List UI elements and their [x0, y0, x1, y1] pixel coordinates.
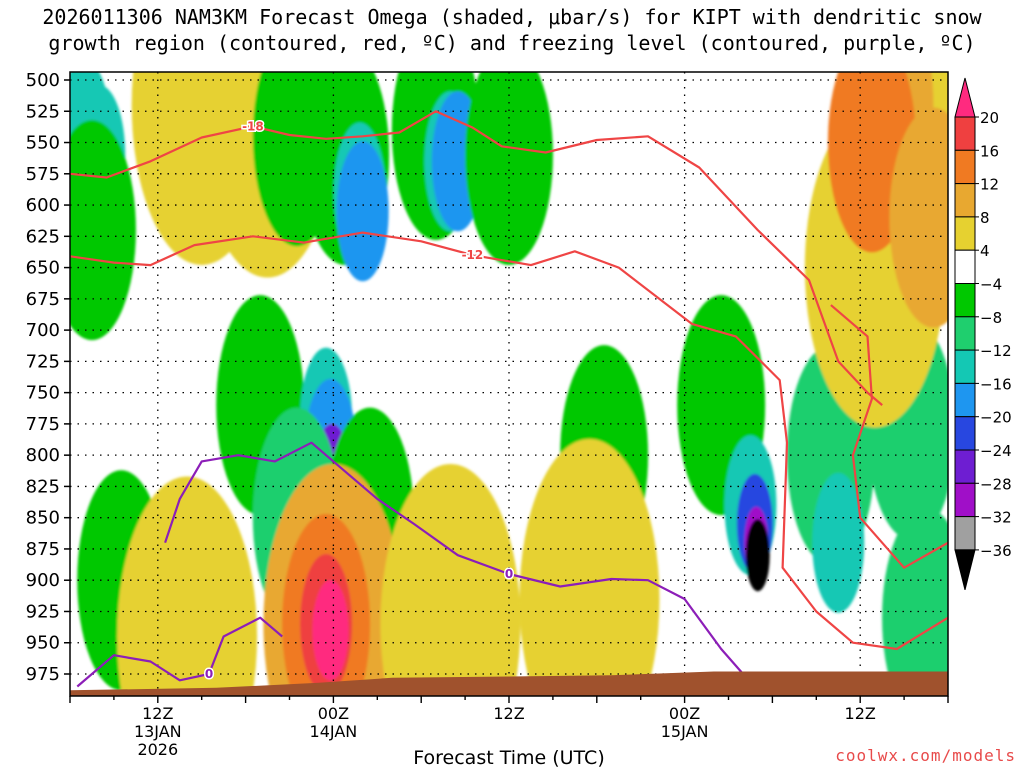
colorbar-label: 8	[980, 209, 990, 227]
omega-cell-26	[812, 472, 865, 613]
colorbar-label: −28	[980, 475, 1012, 493]
colorbar-label: −16	[980, 375, 1012, 393]
omega-cell-33	[889, 107, 948, 328]
colorbar-label: −20	[980, 409, 1012, 427]
x-tick-date: 15JAN	[661, 722, 709, 741]
contour-line-3	[164, 441, 744, 675]
y-tick-label: 500	[26, 70, 60, 91]
contour-line-0	[70, 110, 883, 406]
colorbar-label: −4	[980, 276, 1002, 294]
colorbar-segment	[954, 416, 976, 451]
colorbar-segment	[954, 149, 976, 185]
credit-watermark: coolwx.com/models	[835, 746, 1016, 765]
y-tick-label: 600	[26, 195, 60, 216]
x-tick-label: 12Z	[142, 704, 173, 723]
y-tick-label: 975	[26, 664, 60, 685]
colorbar-label: 4	[980, 242, 990, 260]
colorbar-label: 16	[980, 142, 999, 160]
y-axis-pressure: 500 525 550 575 600 625 650 675 700 725 750 775 800 8…	[26, 70, 70, 685]
omega-cell-39	[312, 580, 349, 681]
contour-label: 0	[505, 567, 513, 581]
colorbar-segment	[954, 449, 976, 484]
y-tick-label: 700	[26, 320, 60, 341]
colorbar-label: −12	[980, 342, 1012, 360]
contour-lines: -18 -12 0 0	[70, 110, 948, 688]
colorbar-label: 12	[980, 176, 999, 194]
x-tick-date: 14JAN	[310, 722, 358, 741]
chart-title-line-2: growth region (contoured, red, ºC) and f…	[48, 31, 976, 55]
y-tick-label: 575	[26, 164, 60, 185]
contour-label: 0	[205, 667, 213, 681]
y-tick-label: 525	[26, 101, 60, 122]
terrain-ground	[70, 671, 948, 696]
terrain-fill	[70, 671, 948, 696]
colorbar-label: −24	[980, 442, 1012, 460]
x-tick-label: 12Z	[493, 704, 524, 723]
y-tick-label: 950	[26, 633, 60, 654]
x-tick-date: 13JAN	[134, 722, 182, 741]
x-tick-label: 12Z	[845, 704, 876, 723]
colorbar-segment	[954, 349, 976, 384]
colorbar-label: 20	[980, 109, 999, 127]
colorbar-segment	[954, 316, 976, 351]
omega-cell-24	[745, 519, 770, 592]
y-tick-label: 800	[26, 445, 60, 466]
y-tick-label: 550	[26, 133, 60, 154]
y-tick-label: 825	[26, 476, 60, 497]
contour-label: -12	[462, 248, 484, 262]
colorbar-bottom-arrow	[954, 549, 976, 591]
y-tick-label: 925	[26, 601, 60, 622]
y-tick-label: 625	[26, 226, 60, 247]
contour-line-2	[830, 304, 948, 569]
omega-cell-41	[519, 439, 660, 696]
contour-line-4	[76, 616, 283, 688]
chart-title-line-1: 2026011306 NAM3KM Forecast Omega (shaded…	[42, 5, 982, 29]
omega-cell-40	[380, 464, 521, 696]
y-tick-label: 725	[26, 351, 60, 372]
colorbar-segment	[954, 116, 976, 151]
colorbar-top-arrow	[954, 77, 976, 118]
colorbar: 20 16 12 8 4 −4 −8 −12 −16 −20 −24 −28 −32 −36	[954, 77, 1012, 591]
y-tick-label: 650	[26, 258, 60, 279]
colorbar-label: −36	[980, 542, 1012, 560]
colorbar-segment	[954, 216, 976, 251]
omega-cell-12	[465, 72, 553, 265]
colorbar-label: −8	[980, 309, 1002, 327]
y-tick-label: 875	[26, 539, 60, 560]
contour-label: -18	[242, 119, 264, 133]
colorbar-segment	[954, 283, 976, 318]
x-tick-year: 2026	[137, 740, 178, 759]
colorbar-segment	[954, 482, 976, 518]
y-tick-label: 750	[26, 383, 60, 404]
colorbar-label: −32	[980, 509, 1012, 527]
colorbar-segment	[954, 516, 976, 551]
contour-line-1	[70, 231, 948, 651]
omega-cell-2	[70, 120, 136, 341]
omega-cell-8	[336, 141, 389, 282]
y-tick-label: 775	[26, 414, 60, 435]
y-tick-label: 900	[26, 570, 60, 591]
y-tick-label: 675	[26, 289, 60, 310]
colorbar-segment	[954, 249, 976, 284]
x-tick-label: 00Z	[318, 704, 349, 723]
colorbar-segment	[954, 183, 976, 218]
x-axis-label: Forecast Time (UTC)	[413, 747, 604, 768]
colorbar-segment	[954, 382, 976, 418]
omega-shading	[70, 72, 948, 696]
x-tick-label: 00Z	[669, 704, 700, 723]
y-tick-label: 850	[26, 508, 60, 529]
